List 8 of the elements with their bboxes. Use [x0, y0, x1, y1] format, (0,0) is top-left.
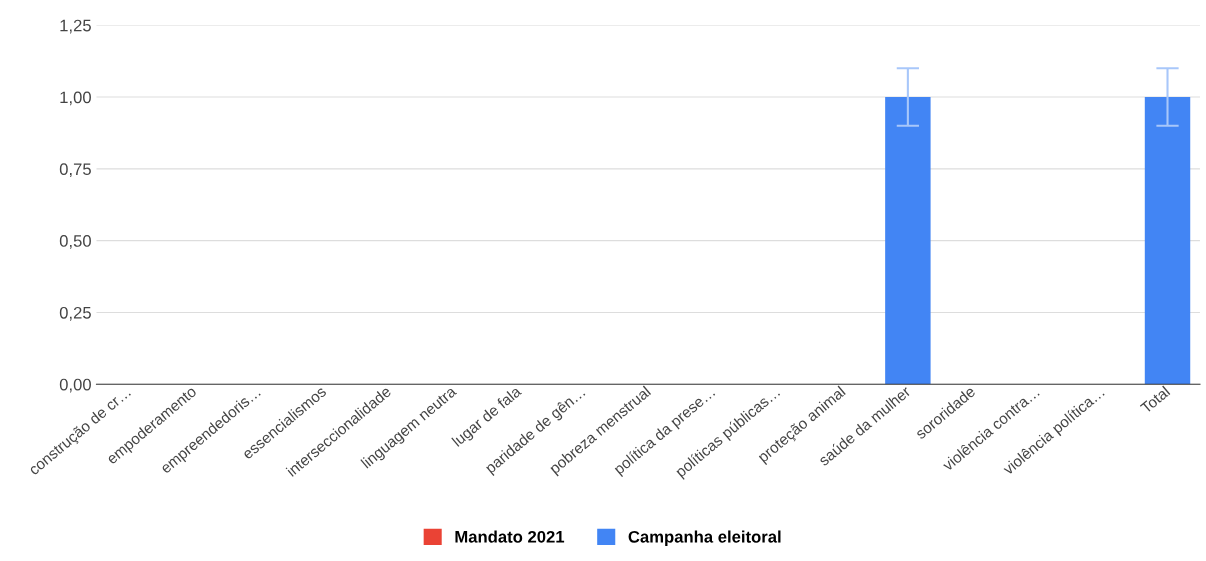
y-tick-label: 0,25: [59, 306, 91, 321]
legend-label: Mandato 2021: [455, 530, 565, 543]
y-tick-label: 1,25: [60, 19, 91, 34]
y-tick-label: 0,50: [59, 235, 91, 249]
legend-label: Campanha eleitoral: [628, 530, 781, 546]
y-tick-label: 1,00: [60, 91, 91, 106]
y-tick-label: 0,75: [59, 163, 91, 178]
y-tick-label: 0,00: [59, 378, 91, 393]
